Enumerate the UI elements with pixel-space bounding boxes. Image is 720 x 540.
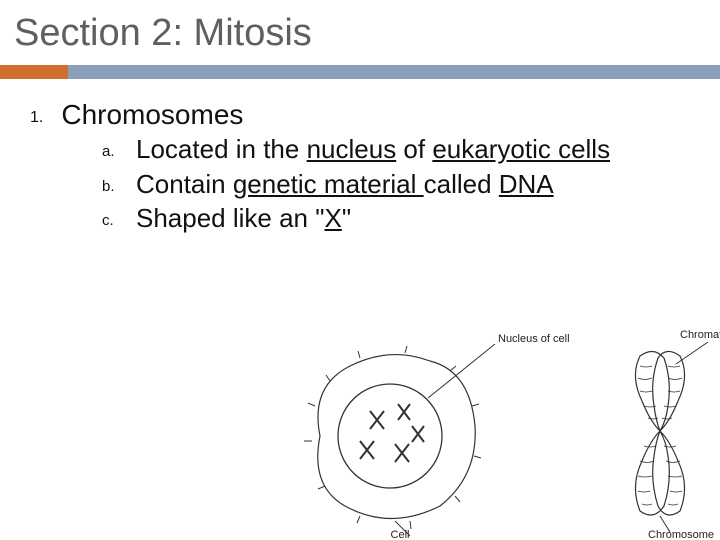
label-chromatid: Chromatid xyxy=(680,329,720,341)
label-cell: Cell xyxy=(391,529,410,540)
sublist-text: Located in the nucleus of eukaryotic cel… xyxy=(136,133,610,166)
cell-diagram: Nucleus of cell Cell Chromatid Chromosom… xyxy=(260,326,720,540)
title-bar-accent xyxy=(0,65,68,79)
cell-drawing xyxy=(304,346,481,529)
title-bar xyxy=(0,65,720,79)
label-chromosome: Chromosome xyxy=(648,529,714,540)
sublist-text: Shaped like an "X" xyxy=(136,202,351,235)
label-nucleus: Nucleus of cell xyxy=(498,333,570,345)
sublist-text: Contain genetic material called DNA xyxy=(136,168,554,201)
page-title: Section 2: Mitosis xyxy=(0,0,720,63)
sublist-item-a: a. Located in the nucleus of eukaryotic … xyxy=(102,133,700,166)
chromosome-drawing xyxy=(635,351,684,515)
title-bar-main xyxy=(68,65,720,79)
list-number: 1. xyxy=(30,109,43,127)
sublist-item-c: c. Shaped like an "X" xyxy=(102,202,700,235)
sublist-label: a. xyxy=(102,143,120,160)
sublist-label: b. xyxy=(102,178,120,195)
list-topic: Chromosomes xyxy=(61,99,243,131)
sublist-item-b: b. Contain genetic material called DNA xyxy=(102,168,700,201)
sublist: a. Located in the nucleus of eukaryotic … xyxy=(102,133,700,235)
list-item-1: 1. Chromosomes xyxy=(30,99,700,131)
sublist-label: c. xyxy=(102,212,120,229)
content: 1. Chromosomes a. Located in the nucleus… xyxy=(0,79,720,235)
